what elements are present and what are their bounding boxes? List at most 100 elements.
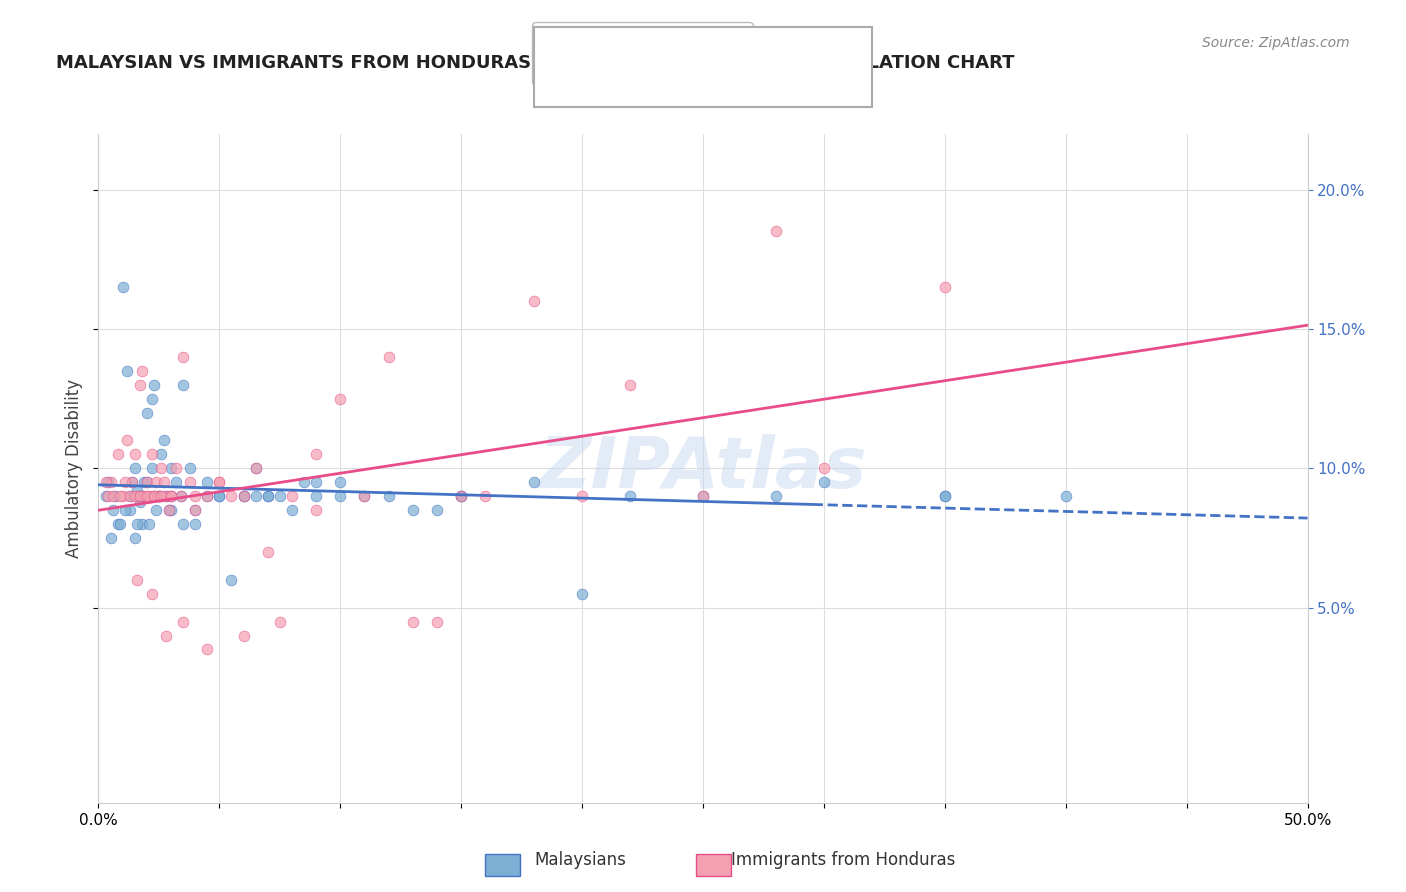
Text: Immigrants from Honduras: Immigrants from Honduras: [731, 851, 956, 869]
Point: [450, 489, 472, 503]
Point: [195, 475, 218, 490]
Point: [94, 489, 117, 503]
Point: [165, 461, 187, 475]
Point: [138, 517, 160, 532]
Point: [172, 615, 194, 629]
Point: [172, 517, 194, 532]
Point: [118, 489, 141, 503]
Point: [107, 517, 129, 532]
Point: [118, 489, 141, 503]
Point: [179, 475, 201, 490]
Point: [131, 489, 153, 503]
Point: [377, 350, 399, 364]
Point: [127, 483, 149, 498]
Point: [160, 489, 183, 503]
Point: [155, 489, 177, 503]
Point: [934, 489, 956, 503]
Point: [571, 587, 593, 601]
Point: [245, 461, 267, 475]
Point: [450, 489, 472, 503]
Point: [127, 517, 149, 532]
Point: [124, 461, 146, 475]
Point: [104, 489, 127, 503]
Point: [135, 475, 157, 490]
Point: [145, 475, 167, 490]
Point: [305, 447, 328, 461]
Point: [160, 489, 183, 503]
Point: [143, 489, 166, 503]
Point: [172, 350, 194, 364]
Point: [329, 489, 352, 503]
Point: [141, 587, 163, 601]
Point: [305, 503, 328, 517]
Point: [128, 377, 150, 392]
Point: [281, 503, 304, 517]
Point: [141, 392, 163, 406]
Point: [131, 517, 153, 532]
Point: [474, 489, 496, 503]
Point: [450, 489, 472, 503]
Point: [141, 447, 163, 461]
Point: [111, 280, 134, 294]
Point: [221, 489, 243, 503]
Point: [402, 503, 425, 517]
Point: [118, 503, 141, 517]
Point: [221, 573, 243, 587]
Y-axis label: Ambulatory Disability: Ambulatory Disability: [65, 379, 83, 558]
Point: [426, 615, 449, 629]
Point: [141, 461, 163, 475]
Point: [195, 642, 218, 657]
Point: [143, 489, 166, 503]
Point: [765, 489, 787, 503]
Point: [245, 489, 267, 503]
Point: [329, 475, 352, 490]
Point: [101, 489, 124, 503]
Point: [165, 475, 187, 490]
Text: ZIPAtlas: ZIPAtlas: [538, 434, 868, 503]
Point: [305, 475, 328, 490]
Point: [184, 489, 207, 503]
Point: [108, 517, 131, 532]
Point: [134, 489, 156, 503]
Point: [184, 503, 207, 517]
Text: MALAYSIAN VS IMMIGRANTS FROM HONDURAS AMBULATORY DISABILITY CORRELATION CHART: MALAYSIAN VS IMMIGRANTS FROM HONDURAS AM…: [56, 54, 1015, 71]
Point: [208, 489, 231, 503]
Point: [121, 475, 143, 490]
Point: [148, 489, 170, 503]
Point: [305, 489, 328, 503]
Point: [121, 475, 143, 490]
Point: [128, 489, 150, 503]
Point: [169, 489, 191, 503]
Point: [269, 489, 291, 503]
Point: [124, 531, 146, 545]
Point: [97, 489, 120, 503]
Point: [269, 615, 291, 629]
Point: [329, 392, 352, 406]
Point: [143, 489, 166, 503]
Point: [152, 434, 174, 448]
Point: [100, 475, 122, 490]
Point: [160, 461, 183, 475]
Point: [232, 629, 254, 643]
Point: [131, 364, 153, 378]
Point: [150, 489, 173, 503]
Point: [172, 377, 194, 392]
Point: [143, 377, 166, 392]
Point: [128, 489, 150, 503]
Point: [208, 475, 231, 490]
Point: [135, 475, 157, 490]
Point: [155, 489, 177, 503]
Point: [117, 364, 139, 378]
Point: [402, 615, 425, 629]
Point: [184, 517, 207, 532]
Point: [281, 489, 304, 503]
Point: [150, 447, 173, 461]
Point: [157, 503, 180, 517]
Point: [692, 489, 714, 503]
Point: [765, 224, 787, 238]
Point: [571, 489, 593, 503]
Point: [160, 503, 183, 517]
Point: [1054, 489, 1077, 503]
Point: [150, 461, 173, 475]
Point: [256, 489, 278, 503]
